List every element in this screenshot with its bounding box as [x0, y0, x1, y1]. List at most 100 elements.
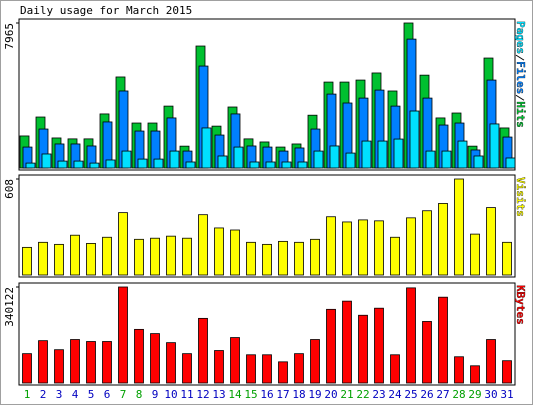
- bar: [486, 207, 496, 276]
- legend-label: Files: [514, 61, 527, 94]
- bar: [182, 353, 192, 384]
- x-tick-label: 1: [24, 388, 31, 401]
- legend-separator: [515, 94, 525, 101]
- bar: [358, 219, 368, 276]
- x-tick-label: 17: [276, 388, 289, 401]
- bar: [390, 236, 400, 276]
- x-tick-label: 9: [152, 388, 159, 401]
- bar: [473, 155, 484, 169]
- x-tick-label: 20: [324, 388, 337, 401]
- bar: [278, 361, 288, 384]
- bar: [358, 314, 368, 384]
- bar: [54, 243, 64, 276]
- bar: [425, 150, 436, 169]
- bar: [310, 339, 320, 384]
- bar: [86, 341, 96, 384]
- bar: [422, 321, 432, 384]
- bar: [390, 354, 400, 384]
- bar: [409, 110, 420, 169]
- bar: [230, 229, 240, 276]
- y-tick-label: 608: [3, 179, 16, 199]
- bar: [166, 235, 176, 276]
- bar: [233, 146, 244, 169]
- x-tick-label: 5: [88, 388, 95, 401]
- x-tick-label: 27: [436, 388, 449, 401]
- x-tick-label: 6: [104, 388, 111, 401]
- bar: [214, 350, 224, 384]
- x-tick-label: 26: [420, 388, 433, 401]
- bar: [310, 238, 320, 276]
- bar: [342, 221, 352, 276]
- x-tick-label: 21: [340, 388, 353, 401]
- bar: [406, 287, 416, 384]
- x-tick-label: 23: [372, 388, 385, 401]
- x-tick-label: 25: [404, 388, 417, 401]
- bar: [25, 162, 36, 169]
- bar: [329, 145, 340, 169]
- bar: [38, 340, 48, 384]
- bar: [505, 157, 516, 169]
- bar: [118, 212, 128, 276]
- bar: [438, 296, 448, 384]
- bar: [70, 339, 80, 384]
- bar: [38, 241, 48, 276]
- bar: [502, 241, 512, 276]
- bar: [134, 328, 144, 384]
- legend-label: Hits: [514, 101, 527, 128]
- bar: [185, 161, 196, 169]
- x-tick-label: 14: [228, 388, 242, 401]
- bar: [281, 161, 292, 169]
- x-tick-label: 12: [196, 388, 209, 401]
- bar: [262, 243, 272, 276]
- x-tick-label: 2: [40, 388, 47, 401]
- bar: [246, 241, 256, 276]
- y-tick-label: 7965: [3, 23, 16, 50]
- bar: [246, 354, 256, 384]
- bar: [137, 158, 148, 169]
- x-tick-label: 19: [308, 388, 321, 401]
- legend-label: Visits: [514, 177, 527, 217]
- bar: [297, 161, 308, 169]
- bar: [89, 162, 100, 169]
- bar: [86, 243, 96, 276]
- x-tick-label: 15: [244, 388, 257, 401]
- bar: [134, 238, 144, 276]
- bar: [153, 158, 164, 169]
- x-tick-label: 13: [212, 388, 225, 401]
- panel: [18, 282, 516, 386]
- bar: [102, 236, 112, 276]
- legend: KBytes: [514, 285, 527, 325]
- bar: [374, 307, 384, 384]
- bar: [150, 237, 160, 276]
- x-tick-label: 11: [180, 388, 193, 401]
- x-tick-label: 24: [388, 388, 402, 401]
- bar: [22, 246, 32, 276]
- bar: [201, 127, 212, 169]
- bar: [486, 339, 496, 384]
- bar: [393, 138, 404, 169]
- legend: Pages Files Hits: [514, 21, 527, 128]
- chart-title: Daily usage for March 2015: [20, 4, 192, 17]
- bar: [278, 240, 288, 276]
- legend-separator: [515, 54, 525, 61]
- x-tick-label: 3: [56, 388, 63, 401]
- bar: [422, 210, 432, 276]
- bar: [214, 227, 224, 276]
- bar: [454, 356, 464, 384]
- x-tick-label: 30: [484, 388, 497, 401]
- bar: [198, 317, 208, 384]
- bar: [217, 155, 228, 169]
- bar: [41, 153, 52, 169]
- bar: [377, 140, 388, 169]
- bar: [470, 233, 480, 276]
- bar: [230, 337, 240, 384]
- bar: [102, 341, 112, 384]
- x-tick-label: 29: [468, 388, 481, 401]
- legend-label: KBytes: [514, 285, 527, 325]
- x-tick-label: 18: [292, 388, 305, 401]
- bar: [313, 150, 324, 169]
- bar: [105, 159, 116, 169]
- bar: [489, 123, 500, 169]
- bar: [326, 216, 336, 276]
